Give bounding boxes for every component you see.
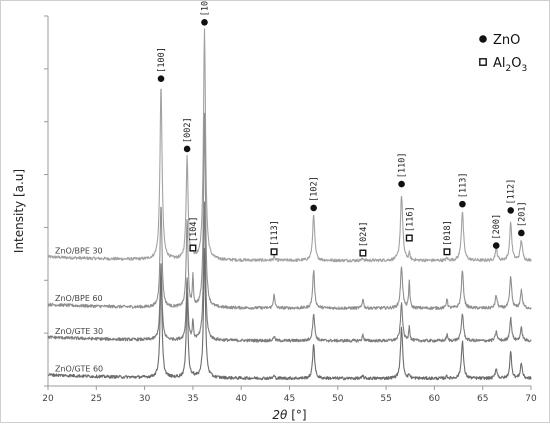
x-tick-label: 20 [42, 394, 54, 404]
x-tick-label: 45 [284, 394, 295, 404]
zno-marker [492, 242, 500, 249]
peak-annotations: [100] [002] [101] [104] [113] [102] [024] [110]… [157, 1, 527, 257]
peak-label: [100] [157, 47, 167, 73]
zno-marker [183, 145, 191, 153]
axes [47, 16, 531, 387]
x-tick-label: 70 [525, 394, 537, 404]
x-tick-label: 40 [235, 394, 247, 404]
series-curve [47, 28, 532, 263]
series-curve [47, 112, 532, 311]
al2o3-marker [405, 234, 413, 242]
series-label: ZnO/BPE 60 [55, 294, 103, 303]
x-tick-label: 60 [429, 394, 441, 404]
zno-marker [398, 180, 405, 188]
zno-marker [479, 35, 487, 43]
x-axis-title-unit: [°] [287, 408, 306, 422]
peak-label-group: [201] [517, 201, 527, 227]
peak-label: [024] [359, 221, 369, 247]
x-tick-label: 25 [91, 394, 102, 404]
peak-label: [112] [507, 179, 517, 205]
series-label: ZnO/GTE 60 [55, 364, 103, 373]
peak-label-group: [101] [200, 1, 210, 16]
zno-marker [310, 204, 317, 212]
legend-label: ZnO [493, 33, 520, 48]
series-label: ZnO/BPE 30 [55, 247, 103, 256]
legend: ZnO Al2O3 [479, 33, 527, 74]
peak-label-group: [110] [398, 152, 408, 178]
peak-label-group: [116] [405, 206, 415, 232]
peak-label: [116] [405, 206, 415, 232]
series-label: ZnO/GTE 30 [55, 327, 103, 336]
legend-label: Al2O3 [493, 56, 527, 74]
series-group: ZnO/BPE 30 ZnO/BPE 60 ZnO/GTE 30 ZnO/GTE 60 [47, 28, 532, 381]
al2o3-marker [189, 244, 197, 252]
peak-label: [018] [443, 220, 453, 246]
zno-marker [201, 18, 208, 26]
al2o3-marker [479, 58, 487, 66]
peak-label: [201] [517, 201, 527, 227]
x-tick-label: 30 [139, 394, 151, 404]
x-tick-label: 35 [187, 394, 198, 404]
x-tick-label: 55 [380, 394, 391, 404]
peak-label-group: [024] [359, 221, 369, 247]
peak-label: [200] [492, 214, 502, 240]
legend-label-sub2: 3 [521, 64, 527, 74]
peak-label-group: [200] [492, 214, 502, 240]
peak-label-group: [100] [157, 47, 167, 73]
legend-label-main: ZnO [493, 33, 520, 48]
peak-label: [002] [183, 117, 193, 143]
peak-label-group: [112] [507, 179, 517, 205]
series-curve [47, 201, 532, 343]
legend-label-sub: 2 [506, 64, 512, 74]
peak-label-group: [018] [443, 220, 453, 246]
al2o3-marker [270, 248, 278, 256]
series-curve [47, 248, 532, 381]
x-axis-title-symbol: 2θ [272, 408, 288, 422]
zno-marker [518, 229, 525, 237]
peak-label-group: [113] [270, 220, 280, 246]
zno-marker [507, 207, 515, 214]
x-ticks: 20 25 30 35 40 45 50 55 60 65 70 [42, 386, 537, 404]
peak-label-group: [113] [458, 173, 468, 199]
x-axis-title: 2θ [°] [272, 408, 306, 422]
peak-label: [110] [398, 152, 408, 178]
zno-marker [157, 75, 165, 83]
peak-label: [113] [270, 220, 280, 246]
legend-label-main: Al [493, 56, 506, 71]
zno-marker [459, 200, 466, 208]
peak-label: [102] [310, 176, 320, 202]
peak-label-group: [102] [310, 176, 320, 202]
al2o3-marker [359, 249, 367, 257]
peak-label-group: [104] [189, 216, 199, 242]
al2o3-marker [443, 248, 451, 256]
peak-label-group: [002] [183, 117, 193, 143]
legend-label-tail: O [511, 56, 521, 71]
peak-label: [104] [189, 216, 199, 242]
x-tick-label: 50 [332, 394, 344, 404]
peak-label: [101] [200, 1, 210, 16]
peak-label: [113] [458, 173, 468, 199]
x-tick-label: 65 [477, 394, 488, 404]
y-ticks [44, 15, 48, 387]
y-axis-title: Intensity [a.u] [12, 169, 26, 253]
